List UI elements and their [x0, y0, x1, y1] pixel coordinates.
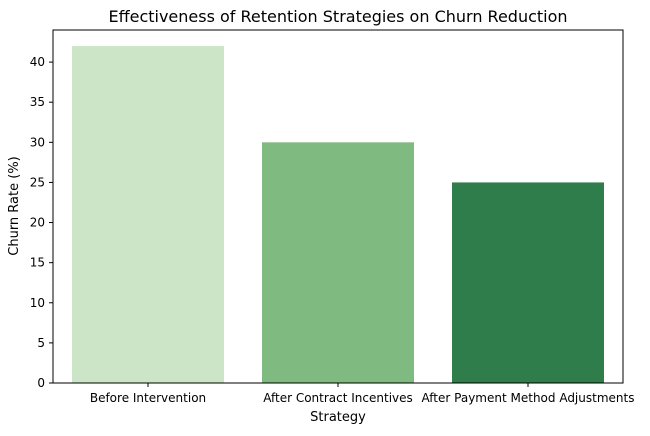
y-tick-label: 35 — [30, 95, 45, 109]
bar-2 — [262, 142, 414, 383]
bars-group — [72, 46, 604, 384]
x-tick-label: After Payment Method Adjustments — [422, 391, 635, 405]
y-axis-label: Churn Rate (%) — [7, 156, 22, 255]
x-axis-label: Strategy — [310, 410, 366, 425]
x-axis-ticks: Before Intervention After Contract Incent… — [90, 383, 635, 405]
y-tick-label: 15 — [30, 256, 45, 270]
y-tick-label: 10 — [30, 296, 45, 310]
y-tick-label: 5 — [37, 336, 45, 350]
y-tick-label: 0 — [37, 376, 45, 390]
bar-1 — [72, 46, 224, 384]
plot-frame — [52, 29, 624, 384]
chart-title: Effectiveness of Retention Strategies on… — [108, 7, 567, 26]
y-tick-label: 30 — [30, 135, 45, 149]
x-tick-label: Before Intervention — [90, 391, 206, 405]
y-tick-label: 25 — [30, 175, 45, 189]
y-axis-ticks: 0 5 10 15 20 25 30 35 40 — [30, 55, 53, 390]
y-tick-label: 20 — [30, 216, 45, 230]
x-tick-label: After Contract Incentives — [263, 391, 413, 405]
y-tick-label: 40 — [30, 55, 45, 69]
bar-3 — [452, 182, 604, 383]
